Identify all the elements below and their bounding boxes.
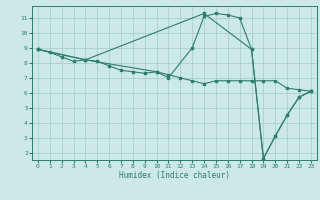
X-axis label: Humidex (Indice chaleur): Humidex (Indice chaleur) [119, 171, 230, 180]
